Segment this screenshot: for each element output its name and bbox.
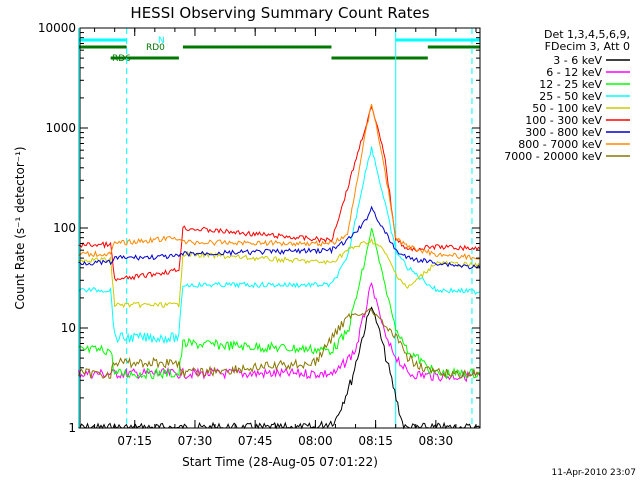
y-tick-label: 10 (61, 321, 76, 335)
x-tick-label: 07:45 (238, 434, 273, 448)
legend-header-line: Det 1,3,4,5,6,9, (544, 28, 630, 41)
chart-title: HESSI Observing Summary Count Rates (130, 4, 429, 22)
series-line-1 (78, 281, 481, 383)
series-line-5 (78, 105, 481, 282)
legend: Det 1,3,4,5,6,9,FDecim 3, Att 03 - 6 keV… (504, 28, 630, 163)
legend-label: 12 - 25 keV (539, 78, 602, 91)
generation-timestamp: 11-Apr-2010 23:07 (552, 468, 636, 478)
x-tick-label: 08:30 (419, 434, 454, 448)
y-axis: 1 10 100 1000 10000 (38, 21, 480, 435)
state-bar-label: RD6 (112, 54, 131, 64)
legend-label: 50 - 100 keV (532, 102, 602, 115)
legend-label: 25 - 50 keV (539, 90, 602, 103)
y-tick-label: 100 (53, 221, 76, 235)
legend-label: 300 - 800 keV (525, 126, 602, 139)
series-line-4 (78, 237, 481, 309)
x-tick-label: 08:00 (298, 434, 333, 448)
y-tick-label: 1000 (45, 121, 76, 135)
series-line-8 (78, 307, 481, 379)
series-line-3 (78, 146, 481, 345)
legend-label: 3 - 6 keV (553, 54, 602, 67)
series-line-2 (78, 228, 481, 380)
legend-label: 7000 - 20000 keV (504, 150, 602, 163)
series-line-6 (78, 205, 481, 270)
y-tick-label: 10000 (38, 21, 76, 35)
series-line-0 (78, 306, 481, 430)
time-markers (78, 28, 473, 428)
y-tick-label: 1 (68, 421, 76, 435)
x-tick-label: 07:15 (117, 434, 152, 448)
series-line-7 (78, 104, 481, 261)
x-tick-label: 07:30 (178, 434, 213, 448)
x-axis-label: Start Time (28-Aug-05 07:01:22) (182, 455, 378, 469)
x-axis: 07:15 07:30 07:45 08:00 08:15 08:30 (94, 28, 477, 448)
x-tick-label: 08:15 (358, 434, 393, 448)
y-axis-label: Count Rate (s⁻¹ detector⁻¹) (13, 146, 27, 309)
series-lines (78, 104, 481, 430)
legend-label: 100 - 300 keV (525, 114, 602, 127)
legend-label: 800 - 7000 keV (518, 138, 602, 151)
state-bar-label: N (158, 36, 165, 46)
legend-label: 6 - 12 keV (546, 66, 602, 79)
state-bar-label: RD0 (146, 43, 165, 53)
legend-header-line: FDecim 3, Att 0 (545, 40, 630, 53)
